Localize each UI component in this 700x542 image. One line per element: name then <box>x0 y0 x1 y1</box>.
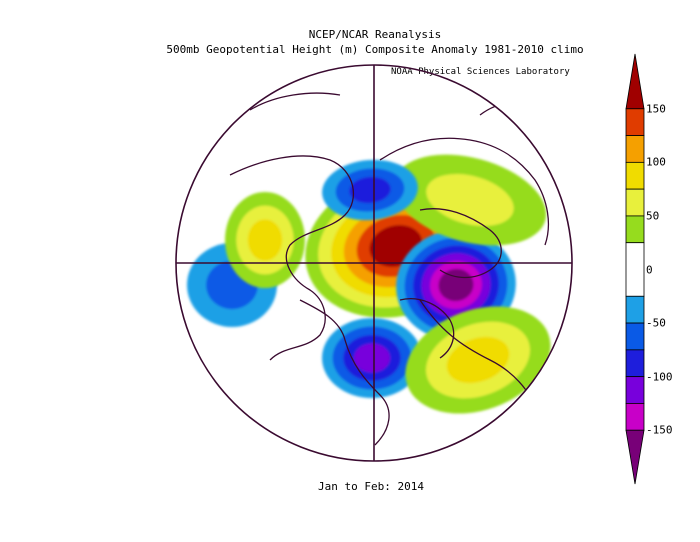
credit-label: NOAA Physical Sciences Laboratory <box>391 67 570 77</box>
colorbar-tick-label: 0 <box>646 263 653 276</box>
colorbar-tick-label: -150 <box>646 423 673 437</box>
anomaly-contour-level <box>446 336 510 384</box>
colorbar-bands <box>625 53 645 485</box>
continent-outline <box>399 298 455 359</box>
continent-outline <box>379 137 550 246</box>
anomaly-contour-level <box>353 343 391 373</box>
continent-outline <box>419 299 536 406</box>
colorbar-band <box>625 429 645 485</box>
colorbar-band <box>625 188 645 217</box>
anomaly-contour-level <box>247 219 283 261</box>
anomaly-contours <box>187 154 551 414</box>
anomaly-blob <box>225 192 305 288</box>
colorbar-band <box>625 53 645 110</box>
colorbar-tick-label: -50 <box>646 316 666 330</box>
colorbar-tick-label: -100 <box>646 370 673 384</box>
colorbar-band <box>625 215 645 244</box>
anomaly-contour-level <box>426 173 514 227</box>
title-line-1: NCEP/NCAR Reanalysis <box>308 28 442 41</box>
anomaly-contour-level <box>349 176 391 204</box>
colorbar-band <box>625 161 645 190</box>
colorbar-band <box>625 322 645 351</box>
continent-outline <box>419 208 502 279</box>
title-line-2: 500mb Geopotential Height (m) Composite … <box>166 43 584 56</box>
anomaly-blob <box>393 154 547 246</box>
colorbar-band <box>625 349 645 378</box>
continent-outline <box>299 299 390 446</box>
colorbar-band <box>625 108 645 136</box>
continent-outline <box>249 92 341 111</box>
colorbar-band <box>625 242 645 297</box>
continent-outline <box>229 155 354 361</box>
colorbar-tick-label: 150 <box>646 102 666 116</box>
anomaly-blob <box>405 306 551 414</box>
colorbar-band <box>625 376 645 404</box>
colorbar <box>625 53 645 485</box>
colorbar-tick-label: 100 <box>646 155 666 169</box>
date-caption: Jan to Feb: 2014 <box>318 480 424 493</box>
colorbar-band <box>625 135 645 163</box>
continent-outline <box>479 102 546 146</box>
colorbar-band <box>625 403 645 431</box>
colorbar-tick-label: 50 <box>646 209 660 223</box>
colorbar-band <box>625 295 645 324</box>
